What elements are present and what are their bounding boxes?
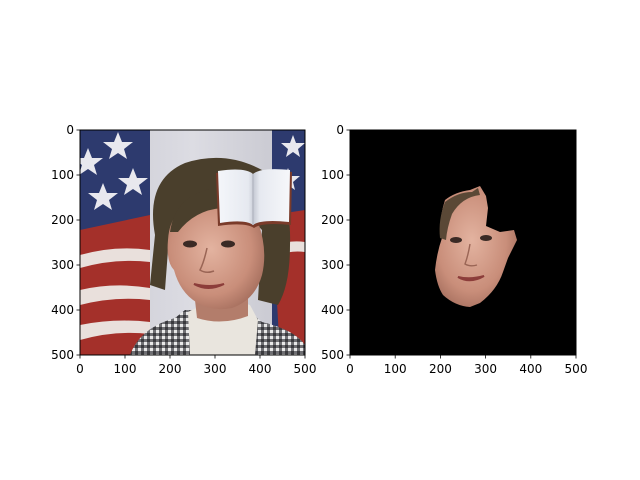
- left-x-tick-label: 300: [204, 362, 227, 376]
- left-x-tick-label: 200: [159, 362, 182, 376]
- left-image-panel: [80, 130, 305, 355]
- right-axes-frame: [349, 129, 577, 356]
- masked-face: [435, 186, 517, 307]
- masked-hair: [439, 188, 480, 240]
- left-axes-frame: [79, 129, 306, 356]
- right-y-tick-label: 200: [321, 213, 344, 227]
- star-icon: [118, 168, 148, 195]
- left-y-tick-label: 300: [51, 258, 74, 272]
- masked-left-eye: [450, 237, 462, 243]
- open-book-icon: [216, 169, 292, 228]
- left-x-tick-label: 400: [249, 362, 272, 376]
- left-x-tick-label: 500: [294, 362, 317, 376]
- star-icon: [80, 148, 103, 175]
- right-y-tick-label: 500: [321, 348, 344, 362]
- right-image-panel: [350, 130, 576, 355]
- right-x-tick-label: 100: [384, 362, 407, 376]
- left-y-tick-label: 200: [51, 213, 74, 227]
- right-x-tick-label: 200: [429, 362, 452, 376]
- star-icon: [88, 183, 118, 210]
- masked-mouth: [457, 275, 485, 282]
- right-y-tick-label: 400: [321, 303, 344, 317]
- right-y-tick-label: 0: [336, 123, 344, 137]
- face: [167, 199, 265, 310]
- left-y-tick-label: 500: [51, 348, 74, 362]
- left-eye: [183, 240, 197, 248]
- left-y-tick-label: 0: [66, 123, 74, 137]
- star-icon: [281, 135, 305, 157]
- right-x-tick-label: 500: [565, 362, 588, 376]
- right-y-tick-label: 100: [321, 168, 344, 182]
- flag-left: [80, 130, 150, 355]
- left-x-tick-label: 0: [76, 362, 84, 376]
- left-x-tick-label: 100: [114, 362, 137, 376]
- masked-right-eye: [480, 235, 492, 241]
- right-x-tick-label: 400: [519, 362, 542, 376]
- right-x-tick-label: 300: [474, 362, 497, 376]
- masked-nose: [464, 243, 478, 267]
- right-eye: [221, 240, 235, 248]
- nose: [199, 247, 215, 274]
- mouth: [193, 283, 225, 289]
- right-x-tick-label: 0: [346, 362, 354, 376]
- star-icon: [103, 132, 133, 159]
- left-y-tick-label: 400: [51, 303, 74, 317]
- right-y-tick-label: 300: [321, 258, 344, 272]
- left-y-tick-label: 100: [51, 168, 74, 182]
